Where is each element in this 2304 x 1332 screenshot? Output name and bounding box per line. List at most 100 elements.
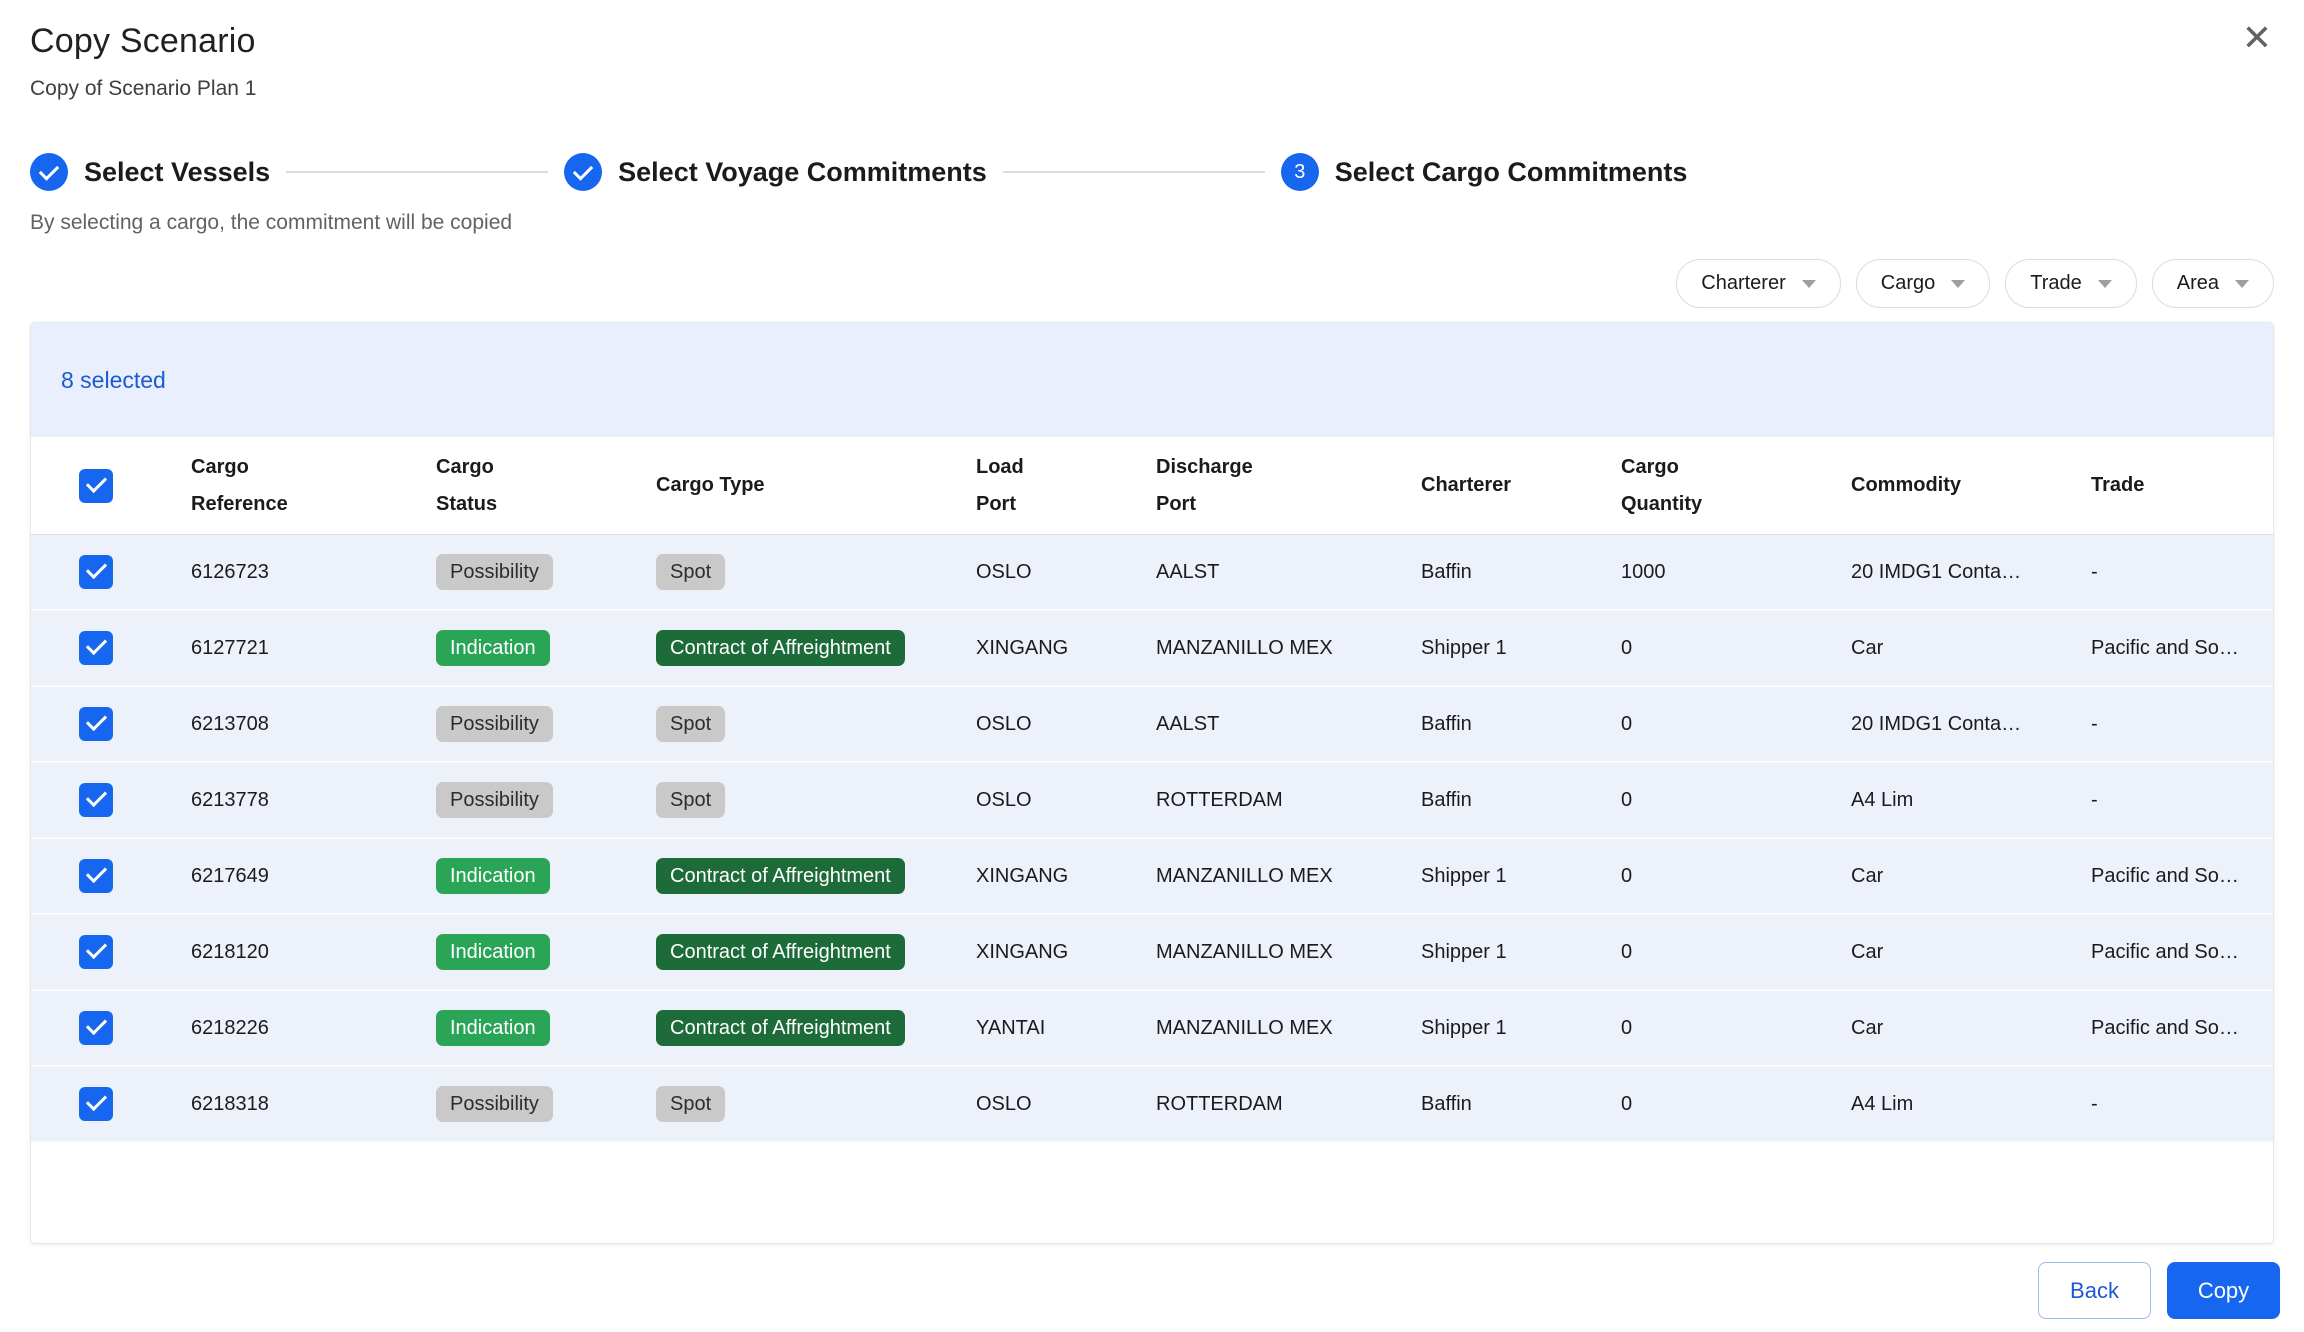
cargo-type-cell: Contract of Affreightment xyxy=(626,934,946,970)
selected-count: 8 selected xyxy=(61,367,166,394)
load-port-cell: YANTAI xyxy=(946,1017,1126,1040)
filter-cargo[interactable]: Cargo xyxy=(1856,259,1990,308)
discharge-port-cell: MANZANILLO MEX xyxy=(1126,941,1391,964)
cargo-status-badge: Indication xyxy=(436,858,550,894)
trade-cell: Pacific and So… xyxy=(2061,865,2273,888)
column-header-cargo-reference: Cargo Reference xyxy=(161,449,406,523)
column-header-commodity: Commodity xyxy=(1821,467,2061,504)
filter-label: Trade xyxy=(2030,272,2082,295)
check-icon xyxy=(30,153,68,191)
load-port-cell: OSLO xyxy=(946,713,1126,736)
cargo-type-badge: Contract of Affreightment xyxy=(656,934,905,970)
table-row: 6218226IndicationContract of Affreightme… xyxy=(31,991,2273,1067)
column-header-load-port: Load Port xyxy=(946,449,1126,523)
load-port-cell: OSLO xyxy=(946,561,1126,584)
row-checkbox[interactable] xyxy=(79,1011,113,1045)
cargo-status-cell: Possibility xyxy=(406,1086,626,1122)
filter-label: Cargo xyxy=(1881,272,1935,295)
filter-label: Area xyxy=(2177,272,2219,295)
row-checkbox[interactable] xyxy=(79,631,113,665)
copy-button[interactable]: Copy xyxy=(2167,1262,2280,1319)
row-select-cell xyxy=(31,707,161,741)
step-label: Select Cargo Commitments xyxy=(1335,157,1688,188)
select-all-checkbox[interactable] xyxy=(79,469,113,503)
trade-cell: - xyxy=(2061,789,2273,812)
chevron-down-icon xyxy=(2235,280,2249,288)
dialog-subtitle: Copy of Scenario Plan 1 xyxy=(30,77,2304,101)
row-select-cell xyxy=(31,1011,161,1045)
filter-trade[interactable]: Trade xyxy=(2005,259,2137,308)
cargo-type-cell: Spot xyxy=(626,554,946,590)
load-port-cell: OSLO xyxy=(946,789,1126,812)
commodity-cell: Car xyxy=(1821,637,2061,660)
filter-area[interactable]: Area xyxy=(2152,259,2274,308)
step-select-vessels[interactable]: Select Vessels xyxy=(30,153,270,191)
trade-cell: Pacific and So… xyxy=(2061,637,2273,660)
column-header-trade: Trade xyxy=(2061,467,2273,504)
close-icon[interactable]: ✕ xyxy=(2242,20,2272,56)
cargo-quantity-cell: 0 xyxy=(1591,789,1821,812)
row-checkbox[interactable] xyxy=(79,1087,113,1121)
filter-label: Charterer xyxy=(1701,272,1785,295)
charterer-cell: Baffin xyxy=(1391,789,1591,812)
trade-cell: - xyxy=(2061,1093,2273,1116)
cargo-reference-cell: 6213708 xyxy=(161,713,406,736)
cargo-type-cell: Spot xyxy=(626,1086,946,1122)
charterer-cell: Shipper 1 xyxy=(1391,865,1591,888)
cargo-reference-cell: 6127721 xyxy=(161,637,406,660)
row-checkbox[interactable] xyxy=(79,555,113,589)
charterer-cell: Shipper 1 xyxy=(1391,1017,1591,1040)
charterer-cell: Baffin xyxy=(1391,713,1591,736)
table-row: 6217649IndicationContract of Affreightme… xyxy=(31,839,2273,915)
trade-cell: Pacific and So… xyxy=(2061,1017,2273,1040)
row-checkbox[interactable] xyxy=(79,859,113,893)
cargo-quantity-cell: 0 xyxy=(1591,637,1821,660)
charterer-cell: Baffin xyxy=(1391,1093,1591,1116)
cargo-status-cell: Possibility xyxy=(406,782,626,818)
cargo-status-cell: Indication xyxy=(406,858,626,894)
row-checkbox[interactable] xyxy=(79,707,113,741)
trade-cell: - xyxy=(2061,713,2273,736)
step-number-badge: 3 xyxy=(1281,153,1319,191)
commodity-cell: 20 IMDG1 Conta… xyxy=(1821,713,2061,736)
step-select-cargo-commitments[interactable]: 3 Select Cargo Commitments xyxy=(1281,153,1688,191)
load-port-cell: OSLO xyxy=(946,1093,1126,1116)
trade-cell: Pacific and So… xyxy=(2061,941,2273,964)
cargo-reference-cell: 6126723 xyxy=(161,561,406,584)
table-row: 6127721IndicationContract of Affreightme… xyxy=(31,611,2273,687)
chevron-down-icon xyxy=(2098,280,2112,288)
row-checkbox[interactable] xyxy=(79,783,113,817)
cargo-status-badge: Possibility xyxy=(436,554,553,590)
cargo-status-cell: Indication xyxy=(406,630,626,666)
commodity-cell: Car xyxy=(1821,941,2061,964)
cargo-type-badge: Spot xyxy=(656,706,725,742)
column-header-charterer: Charterer xyxy=(1391,467,1591,504)
row-select-cell xyxy=(31,631,161,665)
cargo-type-cell: Contract of Affreightment xyxy=(626,1010,946,1046)
row-checkbox[interactable] xyxy=(79,935,113,969)
stepper-connector xyxy=(1003,171,1265,173)
filter-bar: Charterer Cargo Trade Area xyxy=(0,259,2274,308)
cargo-reference-cell: 6218226 xyxy=(161,1017,406,1040)
cargo-quantity-cell: 0 xyxy=(1591,1093,1821,1116)
commodity-cell: Car xyxy=(1821,865,2061,888)
load-port-cell: XINGANG xyxy=(946,637,1126,660)
column-header-cargo-quantity: Cargo Quantity xyxy=(1591,449,1821,523)
commodity-cell: A4 Lim xyxy=(1821,789,2061,812)
discharge-port-cell: MANZANILLO MEX xyxy=(1126,1017,1391,1040)
row-select-cell xyxy=(31,935,161,969)
cargo-commitments-table: 8 selected Cargo Reference Cargo Status … xyxy=(30,322,2274,1244)
cargo-status-badge: Indication xyxy=(436,630,550,666)
page-title: Copy Scenario xyxy=(30,22,2304,61)
stepper: Select Vessels Select Voyage Commitments… xyxy=(30,153,2304,191)
stepper-connector xyxy=(286,171,548,173)
helper-text: By selecting a cargo, the commitment wil… xyxy=(30,211,2304,235)
column-header-discharge-port: Discharge Port xyxy=(1126,449,1391,523)
filter-charterer[interactable]: Charterer xyxy=(1676,259,1840,308)
row-select-cell xyxy=(31,859,161,893)
step-select-voyage-commitments[interactable]: Select Voyage Commitments xyxy=(564,153,987,191)
column-header-cargo-type: Cargo Type xyxy=(626,467,946,504)
back-button[interactable]: Back xyxy=(2038,1262,2151,1319)
commodity-cell: 20 IMDG1 Conta… xyxy=(1821,561,2061,584)
step-label: Select Voyage Commitments xyxy=(618,157,987,188)
